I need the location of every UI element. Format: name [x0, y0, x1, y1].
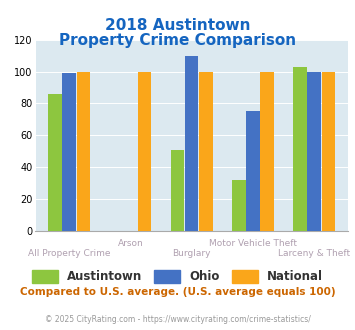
- Text: 2018 Austintown: 2018 Austintown: [105, 18, 250, 33]
- Bar: [199, 72, 213, 231]
- Legend: Austintown, Ohio, National: Austintown, Ohio, National: [27, 265, 328, 288]
- Bar: [48, 94, 62, 231]
- Text: Property Crime Comparison: Property Crime Comparison: [59, 33, 296, 48]
- Bar: [307, 72, 321, 231]
- Bar: [138, 72, 151, 231]
- Bar: [246, 112, 260, 231]
- Bar: [185, 55, 198, 231]
- Text: Burglary: Burglary: [173, 249, 211, 258]
- Text: All Property Crime: All Property Crime: [28, 249, 110, 258]
- Bar: [260, 72, 274, 231]
- Bar: [77, 72, 90, 231]
- Bar: [232, 180, 246, 231]
- Bar: [322, 72, 335, 231]
- Bar: [171, 150, 184, 231]
- Text: © 2025 CityRating.com - https://www.cityrating.com/crime-statistics/: © 2025 CityRating.com - https://www.city…: [45, 315, 310, 324]
- Text: Compared to U.S. average. (U.S. average equals 100): Compared to U.S. average. (U.S. average …: [20, 287, 335, 297]
- Bar: [62, 73, 76, 231]
- Text: Arson: Arson: [118, 239, 143, 248]
- Text: Motor Vehicle Theft: Motor Vehicle Theft: [209, 239, 297, 248]
- Bar: [293, 67, 307, 231]
- Text: Larceny & Theft: Larceny & Theft: [278, 249, 350, 258]
